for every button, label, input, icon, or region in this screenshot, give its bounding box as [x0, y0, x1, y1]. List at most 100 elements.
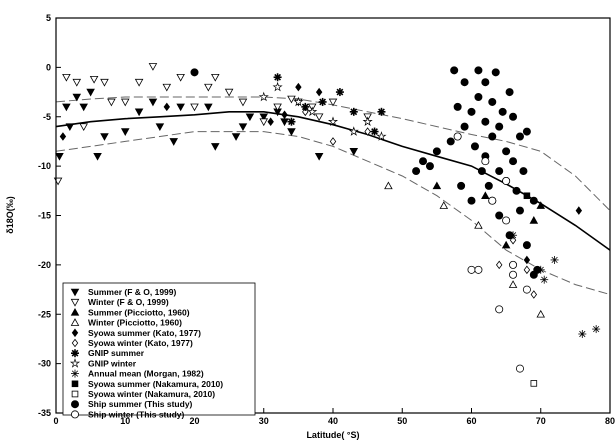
data-point: [190, 103, 199, 112]
data-point: [329, 137, 337, 146]
legend-item-summer-picciotto-1960: Summer (Picciotto, 1960): [70, 307, 190, 317]
data-point: [224, 88, 234, 97]
data-point: [273, 73, 282, 82]
data-point: [258, 91, 269, 102]
data-points: [53, 63, 601, 387]
data-point: [79, 123, 88, 132]
data-point: [481, 117, 490, 126]
data-point: [592, 325, 601, 334]
data-point: [370, 127, 379, 136]
x-tick-label: 70: [536, 416, 546, 426]
data-point: [515, 364, 524, 373]
legend-item-winter-f-o-1999: Winter (F & O, 1999): [70, 297, 169, 307]
data-point: [474, 265, 483, 274]
legend-item-ship-winter-this-study: Ship winter (This study): [71, 409, 185, 419]
y-tick-label: -15: [38, 211, 51, 221]
data-point: [515, 132, 524, 141]
data-point: [259, 118, 269, 127]
data-point: [550, 255, 559, 264]
data-point: [509, 270, 518, 279]
data-point: [89, 75, 99, 84]
data-point: [495, 260, 503, 270]
data-point: [176, 73, 185, 82]
data-point: [362, 116, 373, 126]
syowa-winter-kato-1977-series: [302, 107, 538, 299]
data-point: [148, 63, 158, 71]
data-point: [484, 181, 493, 190]
data-point: [508, 280, 518, 288]
data-point: [529, 196, 538, 205]
data-point: [509, 112, 518, 121]
data-point: [72, 78, 82, 87]
x-tick-label: 0: [53, 416, 58, 426]
data-point: [412, 167, 421, 176]
data-point: [318, 97, 327, 106]
data-point: [65, 123, 75, 132]
ship-summer-this-study-series: [190, 66, 542, 279]
data-point: [488, 196, 497, 205]
data-point: [59, 132, 67, 141]
summer-picciotto-1960-series: [432, 181, 546, 249]
legend-label: Syowa summer (Kato, 1977): [88, 328, 201, 338]
data-point: [210, 143, 220, 151]
data-point: [293, 96, 304, 107]
data-point: [523, 265, 531, 275]
data-point: [488, 97, 497, 106]
y-tick-label: -25: [38, 309, 51, 319]
data-point: [377, 107, 386, 116]
data-point: [432, 181, 442, 190]
legend-marker-icon: [70, 318, 80, 326]
legend-item-syowa-summer-nakamura-2010: Syowa summer (Nakamura, 2010): [71, 379, 223, 389]
legend-item-syowa-winter-nakamura-2010: Syowa winter (Nakamura, 2010): [71, 389, 215, 399]
winter-f-o-1999-series: [53, 63, 372, 186]
data-point: [481, 78, 490, 87]
data-point: [575, 206, 583, 215]
y-tick-label: -35: [38, 408, 51, 418]
data-point: [505, 231, 514, 240]
data-point: [502, 147, 511, 156]
data-point: [453, 132, 462, 141]
data-point: [107, 98, 116, 107]
legend-marker-icon: [71, 400, 80, 409]
data-point: [349, 107, 358, 116]
x-tick-label: 10: [120, 416, 130, 426]
legend-marker-icon: [69, 358, 81, 368]
x-axis: 0 10 20 30 40 50 60 70 80: [53, 408, 615, 426]
data-point: [287, 128, 296, 136]
data-point: [314, 113, 324, 122]
data-point: [364, 127, 371, 136]
data-point: [62, 73, 71, 82]
data-point: [502, 216, 511, 225]
data-point: [467, 196, 476, 205]
data-point: [474, 93, 483, 102]
gnip-summer-series: [273, 73, 386, 136]
legend-item-summer-f-o-1999: Summer (F & O, 1999): [70, 287, 177, 297]
y-tick-label: -5: [43, 112, 51, 122]
data-point: [419, 157, 428, 166]
data-point: [432, 147, 441, 156]
data-point: [314, 152, 324, 161]
data-point: [231, 133, 241, 141]
y-tick-label: -30: [38, 359, 51, 369]
legend-marker-icon: [70, 288, 80, 297]
data-point: [530, 290, 538, 299]
data-point: [134, 108, 144, 117]
data-point: [474, 220, 483, 229]
legend-marker-icon: [70, 307, 80, 316]
legend-item-annual-mean-morgan-1982: Annual mean (Morgan, 1982): [71, 369, 204, 379]
data-point: [453, 102, 462, 111]
legend-label: GNIP winter: [88, 358, 137, 368]
data-point: [238, 98, 248, 107]
data-point: [315, 87, 323, 97]
legend-marker-icon: [71, 410, 80, 419]
data-point: [335, 88, 344, 97]
data-point: [120, 128, 130, 136]
data-point: [467, 265, 476, 274]
data-point: [460, 122, 469, 131]
model-lower-line: [55, 131, 611, 295]
syowa-winter-nakamura-2010-series: [530, 380, 538, 387]
data-point: [522, 285, 531, 294]
x-axis-label: Latitude( °S): [306, 430, 359, 440]
legend-label: Syowa winter (Nakamura, 2010): [88, 389, 215, 399]
data-point: [100, 78, 109, 87]
